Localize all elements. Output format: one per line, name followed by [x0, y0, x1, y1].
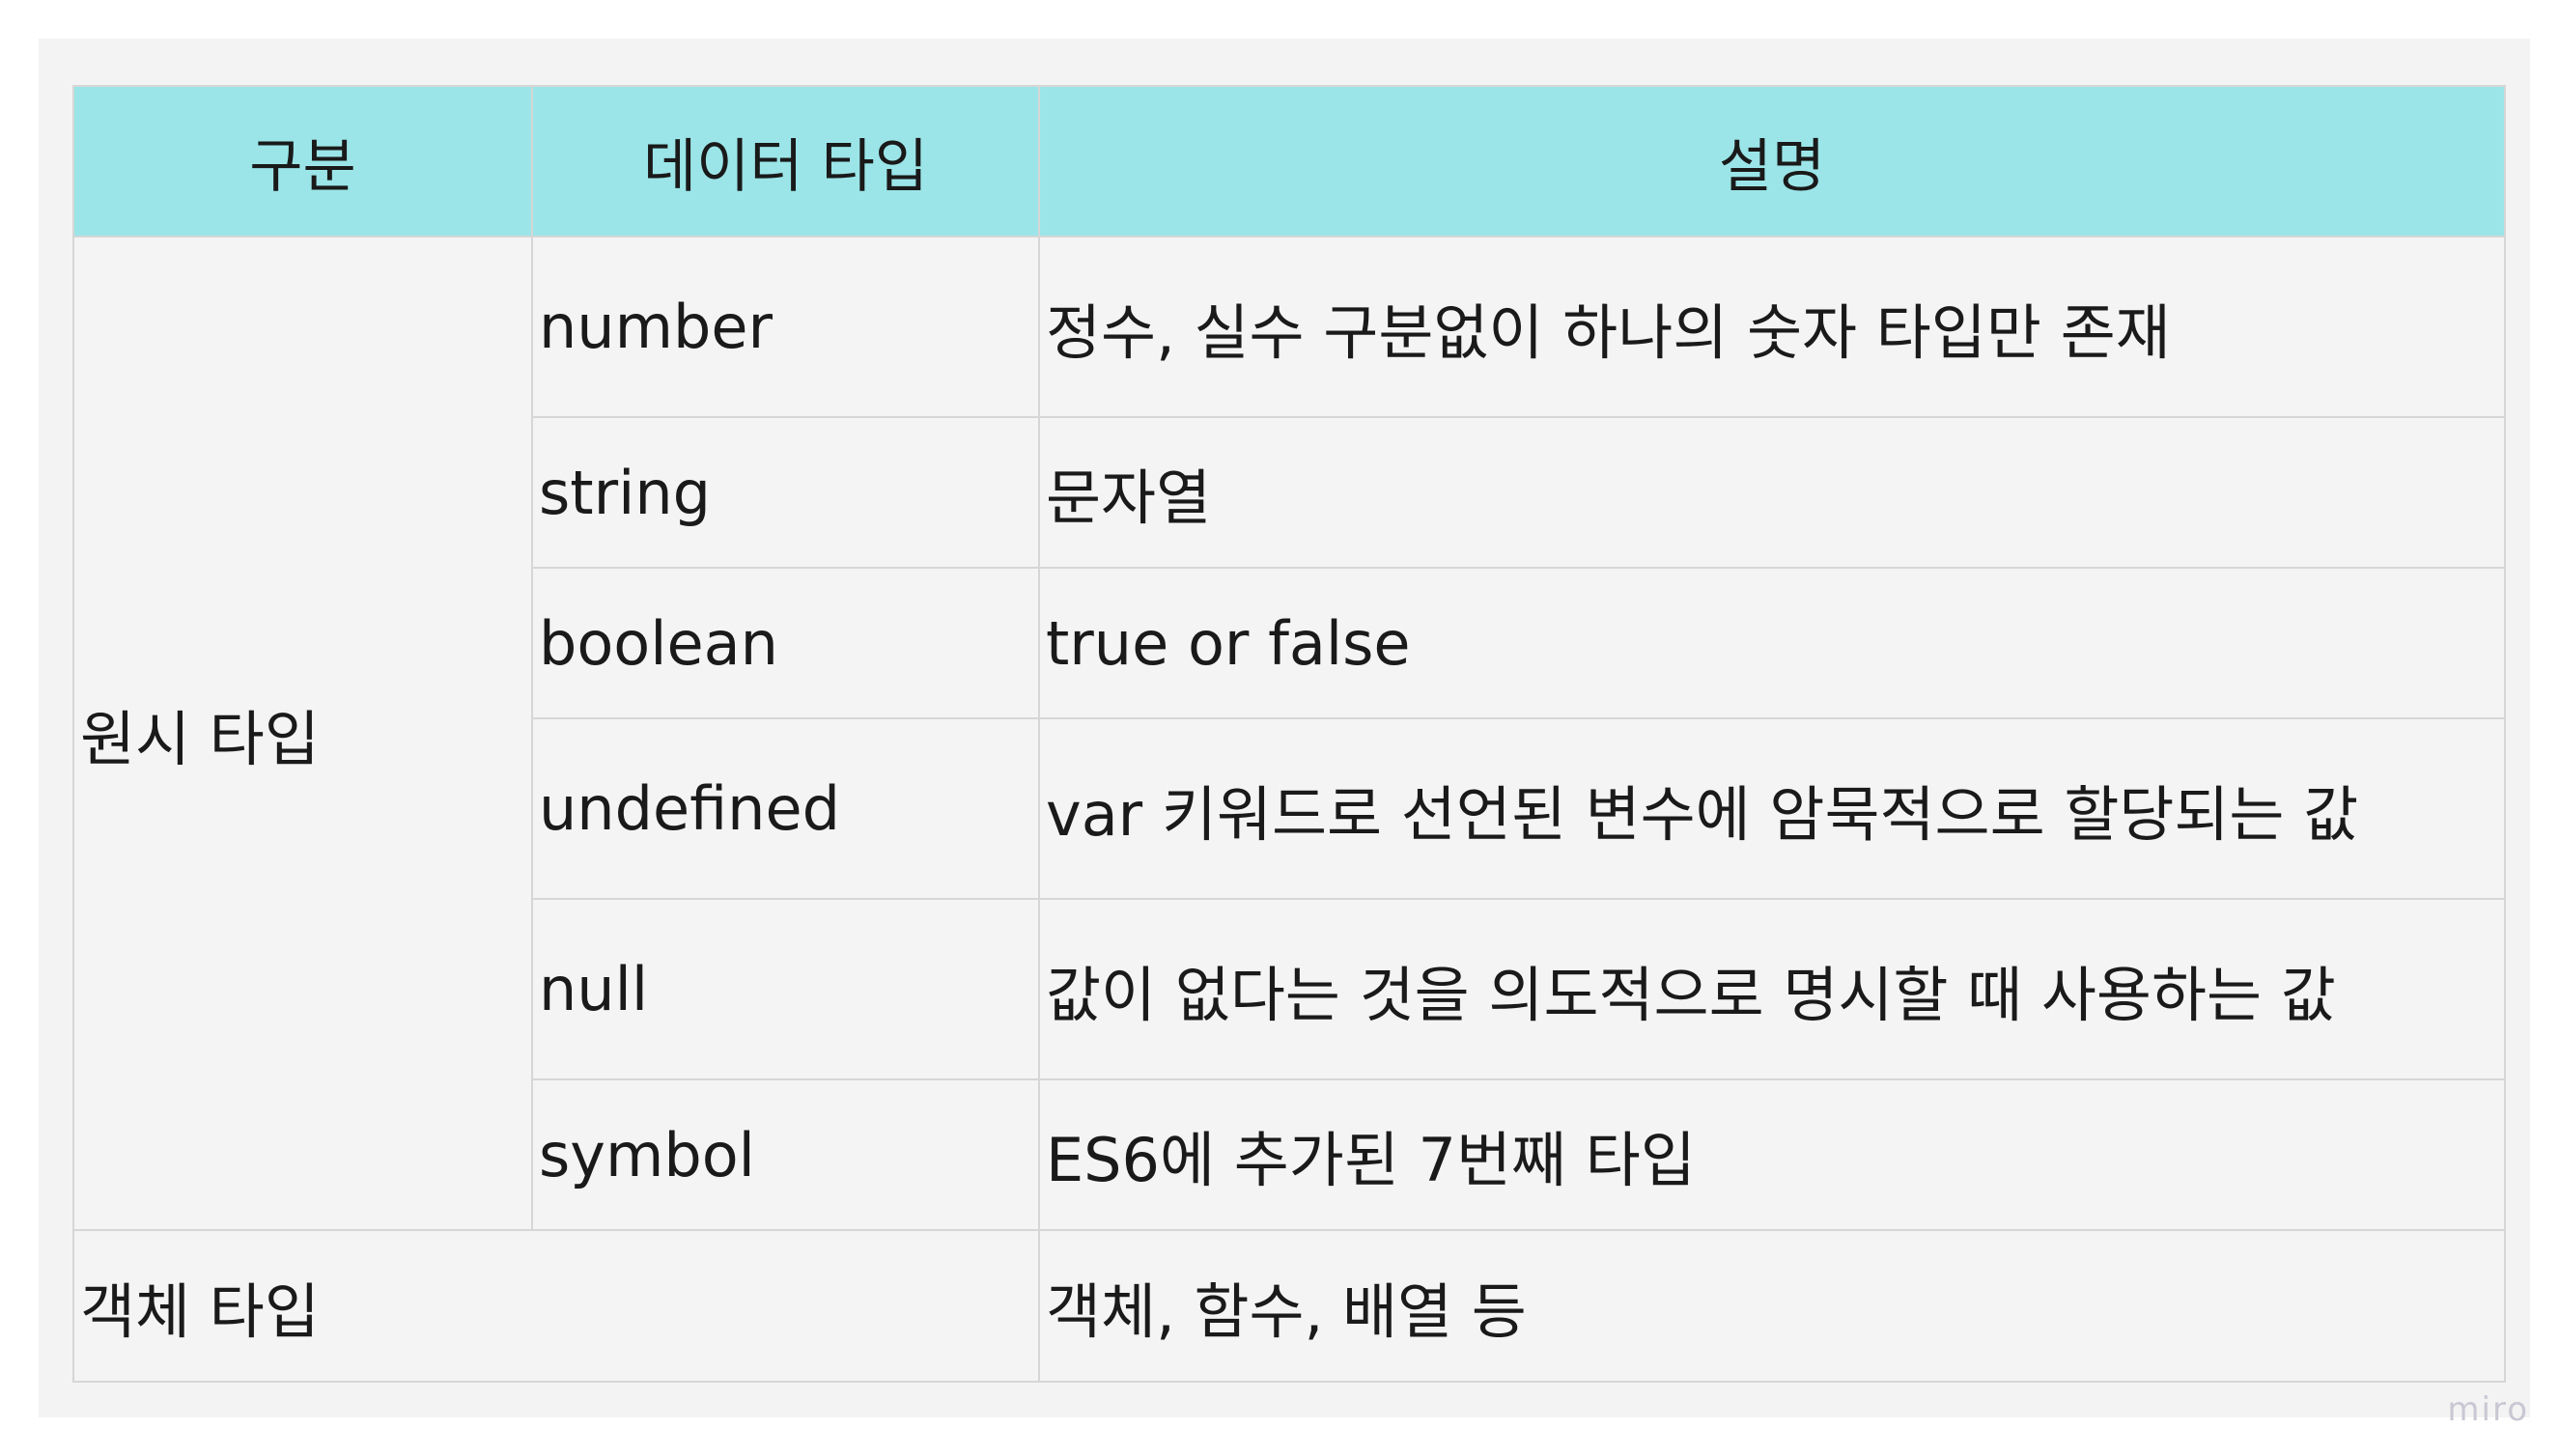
- table-row: undefined var 키워드로 선언된 변수에 암묵적으로 할당되는 값: [73, 717, 2506, 900]
- type-cell: boolean: [531, 567, 1040, 719]
- group-primitive: 원시 타입: [72, 236, 533, 1231]
- header-category: 구분: [72, 85, 533, 238]
- data-types-table: 구분 데이터 타입 설명 원시 타입 number 정수, 실수 구분없이 하나…: [72, 85, 2506, 1383]
- description-cell: 정수, 실수 구분없이 하나의 숫자 타입만 존재: [1038, 236, 2506, 418]
- description-cell: 객체, 함수, 배열 등: [1038, 1229, 2506, 1383]
- type-cell: null: [531, 898, 1040, 1080]
- table-header-row: 구분 데이터 타입 설명: [72, 85, 2506, 238]
- header-description: 설명: [1038, 85, 2506, 238]
- type-cell: string: [531, 416, 1040, 569]
- group-object: 객체 타입: [72, 1229, 1040, 1383]
- table-row: boolean true or false: [73, 567, 2506, 719]
- description-cell: var 키워드로 선언된 변수에 암묵적으로 할당되는 값: [1038, 717, 2506, 900]
- type-cell: undefined: [531, 717, 1040, 900]
- table-row: symbol ES6에 추가된 7번째 타입: [73, 1078, 2506, 1231]
- header-data-type: 데이터 타입: [531, 85, 1040, 238]
- description-cell: true or false: [1038, 567, 2506, 719]
- miro-watermark: miro: [2447, 1390, 2529, 1429]
- description-cell: 값이 없다는 것을 의도적으로 명시할 때 사용하는 값: [1038, 898, 2506, 1080]
- type-cell: number: [531, 236, 1040, 418]
- description-cell: ES6에 추가된 7번째 타입: [1038, 1078, 2506, 1231]
- description-cell: 문자열: [1038, 416, 2506, 569]
- table-row: 객체 타입 객체, 함수, 배열 등: [72, 1229, 2506, 1383]
- type-cell: symbol: [531, 1078, 1040, 1231]
- table-row: 원시 타입 number 정수, 실수 구분없이 하나의 숫자 타입만 존재: [72, 236, 2506, 1231]
- table-row: string 문자열: [73, 416, 2506, 569]
- table-row: null 값이 없다는 것을 의도적으로 명시할 때 사용하는 값: [73, 898, 2506, 1080]
- board-canvas: 구분 데이터 타입 설명 원시 타입 number 정수, 실수 구분없이 하나…: [39, 39, 2530, 1417]
